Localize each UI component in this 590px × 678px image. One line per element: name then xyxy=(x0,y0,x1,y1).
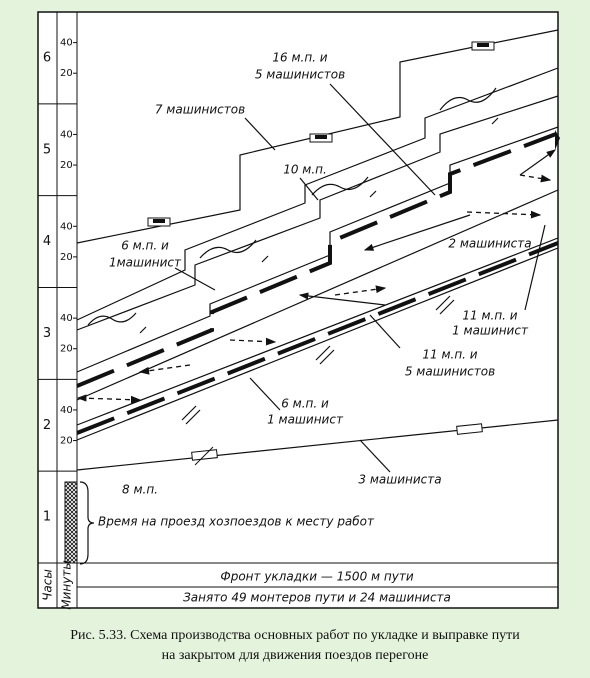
annotation: 1машинист xyxy=(109,256,182,270)
annotations: 16 м.п. и 5 машинистов 7 машинистов 10 м… xyxy=(98,51,532,529)
minute-label: 40 xyxy=(60,313,73,324)
annotation: 1 машинист xyxy=(267,413,344,427)
annotation: 6 м.п. и xyxy=(281,397,329,411)
leader-lines xyxy=(79,83,546,565)
minutes-label: Минуты xyxy=(60,560,74,610)
annotation: Время на проезд хозпоездов к месту работ xyxy=(98,515,375,529)
footer-text: Занято 49 монтеров пути и 24 машиниста xyxy=(183,591,451,605)
caption: Рис. 5.33. Схема производства основных р… xyxy=(70,628,520,643)
hour-label: 6 xyxy=(43,50,51,65)
hour-label: 1 xyxy=(43,510,51,525)
annotation: 11 м.п. и xyxy=(422,348,477,362)
annotation: 6 м.п. и xyxy=(121,239,169,253)
hour-label: 2 xyxy=(43,418,51,433)
minute-label: 40 xyxy=(60,129,73,140)
annotation: 3 машиниста xyxy=(358,473,441,487)
minute-label: 20 xyxy=(60,436,73,447)
annotation: 5 машинистов xyxy=(405,365,495,379)
minute-label: 20 xyxy=(60,344,73,355)
annotation: 10 м.п. xyxy=(283,163,327,177)
annotation: 1 машинист xyxy=(452,324,529,338)
annotation: 5 машинистов xyxy=(255,68,345,82)
minute-label: 20 xyxy=(60,68,73,79)
hours-label: Часы xyxy=(41,569,55,601)
hour-label: 5 xyxy=(43,142,51,157)
schedule-lines xyxy=(76,29,560,471)
annotation: 16 м.п. и xyxy=(272,51,327,65)
hatched-block xyxy=(64,481,78,564)
annotation: 8 м.п. xyxy=(122,483,158,497)
annotation: 7 машинистов xyxy=(155,103,245,117)
minute-label: 20 xyxy=(60,252,73,263)
annotation: 11 м.п. и xyxy=(462,309,517,323)
hour-label: 3 xyxy=(43,326,51,341)
frame xyxy=(37,11,559,609)
minute-label: 40 xyxy=(60,221,73,232)
hour-label: 4 xyxy=(43,234,51,249)
minute-label: 40 xyxy=(60,38,73,49)
annotation: 2 машиниста xyxy=(448,237,531,251)
caption: на закрытом для движения поездов перегон… xyxy=(162,648,429,663)
minute-label: 20 xyxy=(60,160,73,171)
footer-text: Фронт укладки — 1500 м пути xyxy=(220,570,413,584)
minute-label: 40 xyxy=(60,405,73,416)
